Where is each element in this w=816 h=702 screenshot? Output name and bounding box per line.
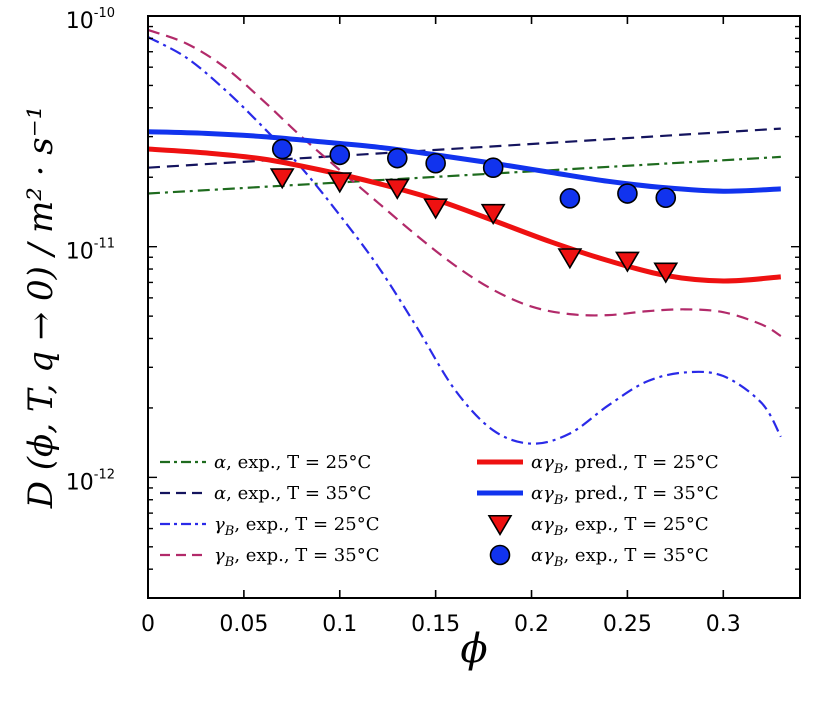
legend-label-exp-25: αγB, exp., T = 25°C: [531, 514, 709, 539]
point-exp-35: [559, 188, 581, 209]
y-tick-label: 10-12: [66, 467, 115, 495]
x-tick-label: 0.1: [322, 612, 357, 637]
point-exp-35: [425, 152, 446, 174]
y-tick-label: 10-10: [66, 6, 115, 34]
point-exp-25: [327, 172, 353, 194]
x-tick-label: 0: [141, 612, 155, 637]
x-tick-label: 0.05: [219, 612, 268, 637]
plot-frame: [147, 15, 801, 599]
x-tick-label: 0.3: [706, 612, 741, 637]
series-line-pred-35: [148, 129, 781, 194]
axes: 0 0.05 0.1 0.15 0.2 0.25 0.3 10-10 10-11 10-12 ϕ D …: [21, 6, 801, 672]
legend-label-exp-35: αγB, exp., T = 35°C: [531, 545, 709, 570]
point-exp-35: [271, 138, 293, 160]
x-tick-label: 0.25: [603, 612, 652, 637]
point-exp-35: [482, 157, 504, 178]
point-exp-35: [655, 187, 677, 209]
x-tick-label: 0.15: [411, 612, 460, 637]
point-exp-25: [653, 262, 679, 284]
series-line-gammaB-exp-25: [148, 36, 782, 445]
legend-label-gammaB-exp-25: γB, exp., T = 25°C: [214, 514, 379, 539]
legend-label-gammaB-exp-35: γB, exp., T = 35°C: [214, 545, 379, 570]
legend: α, exp., T = 25°C α, exp., T = 35°C γB, ex…: [160, 452, 719, 570]
marker-layer: [269, 138, 679, 284]
point-exp-25: [615, 251, 640, 273]
series-line-pred-25: [148, 146, 782, 284]
point-exp-25: [557, 248, 583, 270]
series-layer: [148, 28, 782, 445]
y-axis-label: D (ϕ, T, q → 0) / m² · s⁻¹: [21, 106, 61, 510]
point-exp-35: [329, 144, 351, 166]
legend-label-alpha-exp-35: α, exp., T = 35°C: [214, 483, 371, 504]
point-exp-25: [384, 178, 410, 200]
legend-label-pred-35: αγB, pred., T = 35°C: [531, 483, 719, 508]
x-tick-label: 0.2: [514, 612, 549, 637]
point-exp-25: [480, 203, 506, 226]
x-axis-label: ϕ: [460, 626, 487, 672]
legend-label-pred-25: αγB, pred., T = 25°C: [531, 452, 719, 477]
legend-label-alpha-exp-25: α, exp., T = 25°C: [214, 452, 371, 473]
point-exp-35: [617, 183, 638, 204]
point-exp-35: [386, 147, 408, 169]
legend-swatch-exp-25: [487, 514, 513, 537]
series-line-alpha-exp-35: [148, 127, 781, 169]
point-exp-25: [269, 168, 295, 190]
legend-swatch-exp-35: [489, 544, 511, 566]
series-line-gammaB-exp-35: [148, 28, 782, 337]
y-tick-label: 10-11: [66, 237, 115, 265]
point-exp-25: [423, 198, 449, 220]
